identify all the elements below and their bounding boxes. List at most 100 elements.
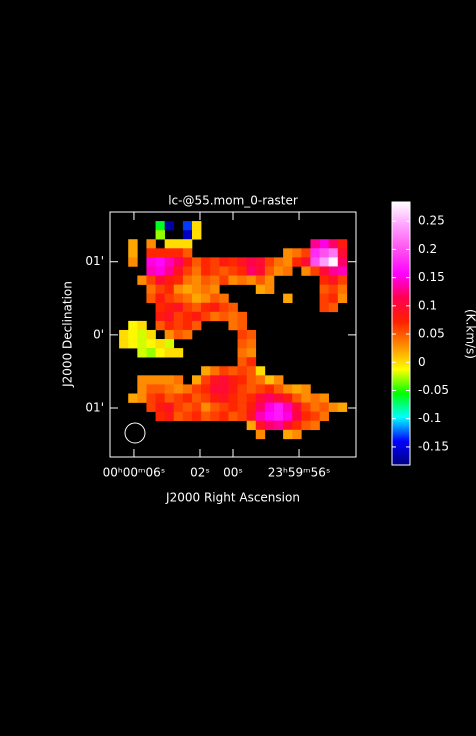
pixel bbox=[319, 266, 329, 276]
pixel bbox=[319, 302, 329, 313]
pixel bbox=[173, 384, 184, 394]
pixel bbox=[328, 266, 339, 276]
pixel bbox=[264, 284, 275, 294]
pixel bbox=[264, 375, 275, 385]
pixel bbox=[237, 393, 247, 403]
pixel bbox=[182, 302, 193, 313]
pixel bbox=[164, 221, 175, 231]
pixel bbox=[328, 257, 339, 267]
pixel bbox=[201, 257, 211, 267]
pixel bbox=[146, 239, 156, 249]
pixel bbox=[228, 311, 238, 322]
pixel bbox=[310, 411, 320, 422]
pixel bbox=[192, 320, 202, 331]
colorbar-label: (K.km/s) bbox=[464, 309, 476, 359]
pixel bbox=[255, 366, 266, 376]
pixel bbox=[219, 393, 229, 403]
pixel bbox=[274, 266, 284, 276]
pixel bbox=[219, 293, 229, 304]
pixel bbox=[246, 339, 257, 349]
pixel bbox=[237, 411, 247, 422]
pixel bbox=[146, 393, 156, 403]
pixel bbox=[182, 230, 193, 240]
pixel bbox=[264, 411, 275, 422]
pixel bbox=[173, 329, 184, 340]
pixel bbox=[164, 266, 175, 276]
pixel bbox=[219, 302, 229, 313]
pixel bbox=[264, 266, 275, 276]
pixel bbox=[255, 375, 266, 385]
pixel bbox=[164, 275, 175, 285]
pixel bbox=[246, 266, 257, 276]
pixel bbox=[246, 393, 257, 403]
pixel bbox=[146, 339, 156, 349]
pixel bbox=[246, 375, 257, 385]
pixel bbox=[264, 393, 275, 403]
pixel bbox=[164, 339, 175, 349]
pixel bbox=[182, 275, 193, 285]
pixel bbox=[228, 257, 238, 267]
pixel bbox=[164, 302, 175, 313]
pixel bbox=[310, 239, 320, 249]
pixel bbox=[255, 266, 266, 276]
pixel bbox=[192, 311, 202, 322]
pixel bbox=[164, 384, 175, 394]
pixel bbox=[319, 248, 329, 258]
pixel bbox=[192, 275, 202, 285]
y-tick-label: 0' bbox=[93, 327, 104, 341]
pixel bbox=[246, 402, 257, 412]
chart-title: lc-@55.mom_0-raster bbox=[168, 194, 298, 208]
pixel bbox=[164, 284, 175, 294]
pixel bbox=[255, 411, 266, 422]
pixel bbox=[255, 284, 266, 294]
pixel bbox=[137, 339, 147, 349]
pixel bbox=[155, 320, 165, 331]
pixel bbox=[155, 293, 165, 304]
pixel bbox=[192, 284, 202, 294]
pixel bbox=[283, 248, 293, 258]
pixel bbox=[128, 248, 138, 258]
pixel bbox=[173, 348, 184, 358]
colorbar-tick-label: 0 bbox=[418, 355, 426, 369]
pixel bbox=[219, 384, 229, 394]
pixel bbox=[128, 393, 138, 403]
pixel bbox=[128, 239, 138, 249]
pixel bbox=[210, 375, 220, 385]
pixel bbox=[319, 284, 329, 294]
pixel bbox=[164, 411, 175, 422]
pixel bbox=[146, 248, 156, 258]
pixel bbox=[319, 402, 329, 412]
pixel bbox=[128, 329, 138, 340]
pixel bbox=[228, 375, 238, 385]
pixel bbox=[283, 257, 293, 267]
pixel bbox=[246, 357, 257, 367]
y-tick-label: 01' bbox=[85, 401, 104, 415]
colorbar-tick-label: 0.1 bbox=[418, 298, 437, 312]
x-tick-label: 02ˢ bbox=[190, 466, 210, 480]
pixel bbox=[146, 402, 156, 412]
colorbar-tick-label: -0.05 bbox=[418, 383, 449, 397]
pixel bbox=[128, 257, 138, 267]
pixel bbox=[137, 320, 147, 331]
colorbar-tick-label: 0.05 bbox=[418, 327, 445, 341]
pixel bbox=[237, 402, 247, 412]
pixel bbox=[192, 293, 202, 304]
pixel bbox=[137, 329, 147, 340]
pixel bbox=[173, 257, 184, 267]
pixel bbox=[228, 302, 238, 313]
pixel bbox=[237, 266, 247, 276]
pixel bbox=[337, 257, 348, 267]
pixel bbox=[219, 257, 229, 267]
pixel bbox=[182, 320, 193, 331]
pixel bbox=[182, 239, 193, 249]
pixel bbox=[301, 411, 311, 422]
pixel bbox=[137, 275, 147, 285]
pixel bbox=[237, 375, 247, 385]
pixel bbox=[182, 311, 193, 322]
pixel bbox=[210, 293, 220, 304]
pixel bbox=[173, 284, 184, 294]
pixel bbox=[210, 411, 220, 422]
pixel bbox=[237, 257, 247, 267]
pixel bbox=[283, 293, 293, 304]
pixel bbox=[237, 311, 247, 322]
